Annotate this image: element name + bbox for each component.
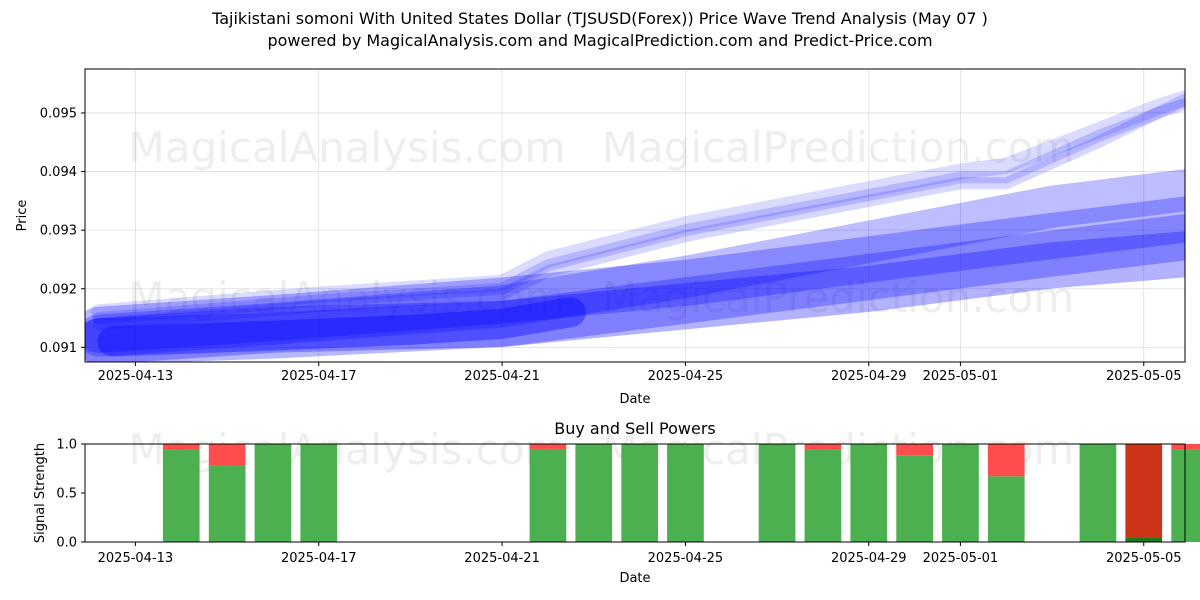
- wave-bands: [85, 89, 1185, 362]
- buy-bar: [575, 444, 613, 542]
- bottom-xtick-label: 2025-04-13: [98, 551, 174, 566]
- wave-series-trend-c: [85, 213, 1185, 362]
- bottom-xtick-label: 2025-04-25: [648, 551, 724, 566]
- watermark-analysis-2: MagicalAnalysis.com: [129, 273, 566, 322]
- watermark-prediction-1: MagicalPrediction.com: [602, 123, 1075, 172]
- top-xtick-label: 2025-05-05: [1106, 369, 1182, 384]
- top-xtick-label: 2025-04-25: [648, 369, 724, 384]
- buy-bar: [1171, 449, 1200, 542]
- buy-bar: [850, 444, 888, 542]
- buy-bar: [254, 444, 292, 542]
- bottom-xtick-label: 2025-04-29: [831, 551, 907, 566]
- bottom-chart-title: Buy and Sell Powers: [554, 419, 716, 438]
- top-ytick-label: 0.095: [40, 106, 77, 121]
- sell-bar: [529, 444, 567, 449]
- top-ytick-label: 0.091: [40, 341, 77, 356]
- top-xtick-label: 2025-04-17: [281, 369, 357, 384]
- buy-bar: [1079, 444, 1117, 542]
- top-plot-frame: [84, 68, 1186, 363]
- bottom-xtick-label: 2025-05-05: [1106, 551, 1182, 566]
- wave-series-trend-b: [85, 196, 1185, 353]
- sell-bar: [896, 444, 933, 456]
- buy-bar: [987, 476, 1025, 542]
- bottom-xtick-label: 2025-05-01: [923, 551, 999, 566]
- wave-series-core: [97, 297, 586, 357]
- wave-series-wave-mid: [92, 93, 1185, 325]
- buy-bar: [621, 444, 658, 542]
- bottom-ytick-label: 0.5: [56, 487, 77, 502]
- sell-bar: [987, 444, 1025, 477]
- top-x-axis-label: Date: [619, 392, 650, 407]
- top-ytick-label: 0.094: [40, 165, 77, 180]
- watermark-analysis-3: MagicalAnalysis.com: [129, 425, 566, 474]
- sell-bar: [162, 444, 200, 450]
- top-ytick-label: 0.092: [40, 282, 77, 297]
- top-xtick-label: 2025-04-29: [831, 369, 907, 384]
- wave-series-trend-a: [85, 169, 1185, 357]
- buy-bar: [1125, 537, 1163, 542]
- top-xtick-label: 2025-04-13: [98, 369, 174, 384]
- bottom-ytick-label: 0.0: [56, 536, 77, 551]
- sell-bar: [1171, 444, 1200, 450]
- chart-title: Tajikistani somoni With United States Do…: [212, 9, 988, 28]
- top-xtick-label: 2025-05-01: [923, 369, 999, 384]
- bottom-ytick-label: 1.0: [56, 438, 77, 453]
- bottom-xtick-label: 2025-04-17: [281, 551, 357, 566]
- buy-bar: [529, 448, 567, 542]
- buy-bar: [942, 444, 979, 542]
- buy-bar: [208, 465, 246, 542]
- bottom-y-axis-label: Signal Strength: [33, 443, 48, 543]
- buy-bar: [804, 449, 842, 542]
- buy-bar: [162, 449, 200, 542]
- buy-bar: [896, 455, 933, 542]
- chart-subtitle: powered by MagicalAnalysis.com and Magic…: [267, 31, 933, 50]
- bottom-xtick-label: 2025-04-21: [464, 551, 540, 566]
- top-ytick-label: 0.093: [40, 224, 77, 239]
- top-y-axis-label: Price: [15, 200, 30, 232]
- wave-series-wave-upper: [90, 89, 1185, 321]
- buy-bar: [758, 444, 796, 542]
- watermark-prediction-2: MagicalPrediction.com: [602, 273, 1075, 322]
- buy-bar: [300, 444, 338, 542]
- top-xtick-label: 2025-04-21: [464, 369, 540, 384]
- wave-series-wave-lower: [92, 97, 1185, 330]
- wave-series-trend-d: [85, 231, 1185, 362]
- sell-bar: [208, 444, 246, 466]
- sell-bar: [804, 444, 842, 450]
- bottom-x-axis-label: Date: [619, 571, 650, 586]
- buy-bar: [667, 444, 704, 542]
- watermark-analysis-1: MagicalAnalysis.com: [129, 123, 566, 172]
- sell-bar: [1125, 444, 1163, 538]
